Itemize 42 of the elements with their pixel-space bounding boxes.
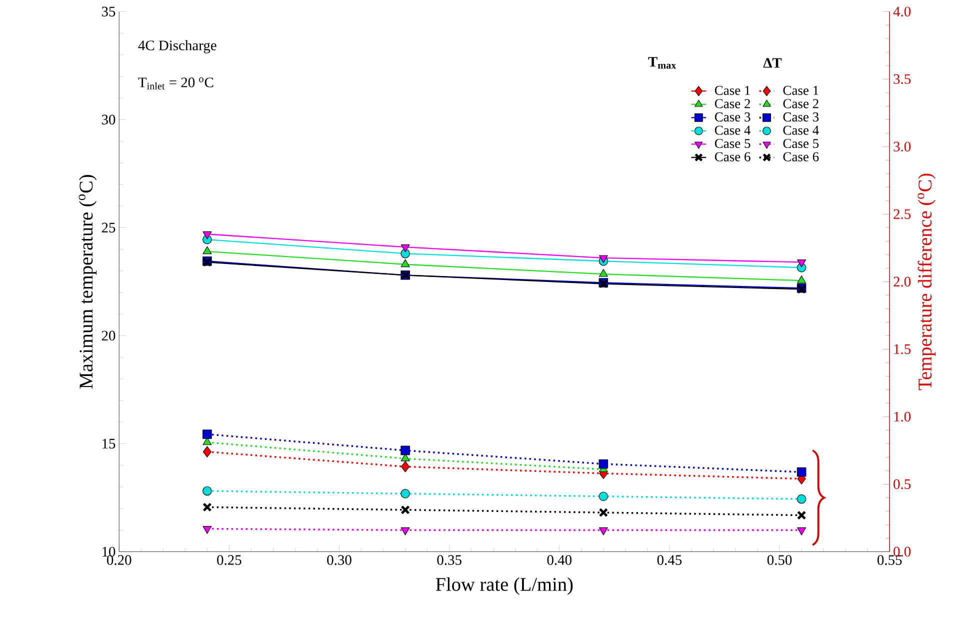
y-tick-label: 25 (102, 222, 116, 232)
annotation: 4C Discharge (138, 40, 216, 54)
y2-axis-title: Temperature difference ($^{o}$C) (918, 174, 936, 390)
y-tick-label: 10 (102, 546, 116, 557)
legend-label: Case 4 (783, 126, 819, 135)
y2-tick-label: 1.5 (894, 344, 911, 354)
legend-label: Case 3 (783, 112, 819, 122)
y2-tick-label: 1.0 (894, 412, 911, 422)
y2-tick-label: 2.5 (894, 209, 911, 220)
y-tick-label: 15 (102, 438, 116, 449)
x-tick-label: 0.55 (878, 555, 902, 565)
legend-label: Case 3 (714, 112, 750, 122)
legend-label: Case 1 (714, 86, 750, 95)
legend-label: Case 1 (783, 86, 818, 95)
x-axis-title: Flow rate (L/min) (436, 577, 573, 595)
y-tick-label: 35 (102, 6, 116, 16)
legend-label: Case 2 (714, 99, 750, 108)
annotation: ΔT (763, 58, 782, 68)
x-tick-label: 0.45 (657, 555, 682, 565)
y2-tick-label: 0.0 (894, 546, 911, 557)
x-tick-label: 0.25 (217, 555, 242, 565)
legend-label: Case 5 (783, 138, 819, 148)
x-tick-label: 0.40 (547, 555, 572, 565)
x-tick-label: 0.30 (327, 555, 352, 565)
y2-tick-label: 4.0 (893, 6, 911, 17)
y2-tick-label: 3.5 (894, 74, 911, 84)
x-tick-label: 0.35 (437, 555, 462, 565)
y2-tick-label: 2.0 (894, 276, 911, 287)
y-tick-label: 30 (102, 114, 116, 124)
y2-tick-label: 0.5 (894, 479, 911, 490)
y2-tick-label: 3.0 (894, 142, 911, 152)
legend-label: Case 5 (714, 138, 750, 148)
legend-label: Case 4 (714, 126, 751, 135)
legend-label: Case 6 (783, 152, 819, 162)
x-tick-label: 0.50 (767, 555, 792, 565)
annotation: T$_{inlet}$ = 20 $^{o}$C (138, 77, 214, 90)
x-tick-label: 0.20 (107, 555, 132, 565)
legend-label: Case 2 (783, 99, 818, 108)
legend-label: Case 6 (714, 152, 750, 162)
y-tick-label: 20 (102, 330, 116, 341)
y-axis-title: Maximum temperature ($^{o}$C) (78, 174, 97, 389)
annotation: T$_{max}$ (648, 57, 676, 69)
